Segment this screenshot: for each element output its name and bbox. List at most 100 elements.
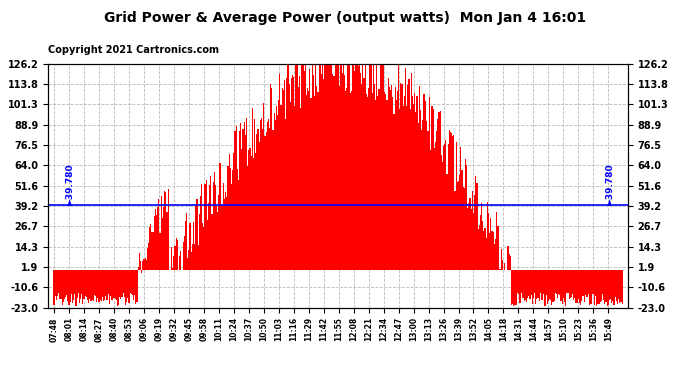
Bar bbox=[117, 270, 118, 306]
Bar bbox=[600, 270, 601, 302]
Bar bbox=[225, 192, 226, 270]
Bar bbox=[404, 96, 405, 270]
Bar bbox=[427, 131, 428, 270]
Bar bbox=[493, 244, 495, 270]
Bar bbox=[421, 129, 422, 270]
Bar bbox=[57, 270, 58, 296]
Bar bbox=[218, 195, 219, 270]
Bar bbox=[316, 87, 317, 270]
Text: ►39.780: ►39.780 bbox=[66, 163, 75, 205]
Bar bbox=[412, 96, 413, 270]
Bar bbox=[209, 185, 210, 270]
Bar bbox=[518, 270, 519, 294]
Bar bbox=[55, 270, 56, 296]
Bar bbox=[299, 76, 300, 270]
Bar bbox=[474, 195, 475, 270]
Bar bbox=[594, 270, 595, 305]
Bar bbox=[507, 246, 509, 270]
Bar bbox=[248, 150, 249, 270]
Bar bbox=[273, 113, 275, 270]
Bar bbox=[281, 105, 282, 270]
Bar bbox=[596, 270, 598, 306]
Bar bbox=[338, 64, 339, 270]
Bar bbox=[374, 84, 375, 270]
Bar bbox=[609, 270, 610, 300]
Bar bbox=[276, 105, 277, 270]
Bar bbox=[231, 184, 232, 270]
Bar bbox=[101, 270, 102, 301]
Bar bbox=[541, 270, 542, 300]
Bar bbox=[163, 207, 164, 270]
Bar bbox=[172, 268, 173, 270]
Bar bbox=[398, 63, 400, 270]
Bar bbox=[391, 85, 392, 270]
Bar bbox=[555, 270, 556, 293]
Bar bbox=[586, 270, 587, 297]
Bar bbox=[520, 270, 522, 303]
Bar bbox=[261, 118, 262, 270]
Bar bbox=[601, 270, 602, 301]
Bar bbox=[177, 240, 178, 270]
Bar bbox=[155, 209, 156, 270]
Bar bbox=[226, 198, 228, 270]
Bar bbox=[270, 84, 271, 270]
Bar bbox=[489, 232, 490, 270]
Bar bbox=[584, 270, 586, 295]
Bar bbox=[357, 66, 359, 270]
Bar bbox=[319, 64, 321, 270]
Bar bbox=[290, 102, 291, 270]
Bar bbox=[300, 108, 302, 270]
Bar bbox=[415, 112, 417, 270]
Bar bbox=[497, 226, 498, 270]
Bar bbox=[192, 244, 193, 270]
Bar bbox=[612, 270, 613, 301]
Bar bbox=[195, 206, 197, 270]
Bar bbox=[64, 270, 65, 299]
Bar bbox=[513, 270, 515, 306]
Bar bbox=[438, 112, 440, 270]
Bar bbox=[557, 270, 558, 298]
Text: ►39.780: ►39.780 bbox=[606, 163, 615, 205]
Bar bbox=[563, 270, 564, 298]
Bar bbox=[286, 78, 288, 270]
Bar bbox=[362, 64, 364, 270]
Bar bbox=[285, 119, 286, 270]
Bar bbox=[262, 129, 263, 270]
Bar bbox=[422, 120, 424, 270]
Bar bbox=[364, 64, 366, 270]
Bar bbox=[317, 92, 319, 270]
Bar bbox=[130, 270, 132, 294]
Bar bbox=[206, 180, 207, 270]
Bar bbox=[233, 153, 235, 270]
Bar bbox=[475, 176, 476, 270]
Bar bbox=[373, 64, 374, 270]
Bar bbox=[157, 207, 158, 270]
Bar bbox=[337, 64, 338, 270]
Bar bbox=[335, 57, 336, 270]
Bar bbox=[551, 270, 553, 305]
Bar bbox=[144, 258, 146, 270]
Bar bbox=[483, 231, 484, 270]
Bar bbox=[536, 270, 538, 299]
Bar bbox=[109, 270, 110, 303]
Bar bbox=[529, 270, 531, 299]
Bar bbox=[295, 57, 297, 270]
Bar bbox=[326, 64, 328, 270]
Bar bbox=[607, 270, 608, 306]
Bar bbox=[420, 110, 421, 270]
Bar bbox=[81, 270, 82, 294]
Bar bbox=[103, 270, 104, 301]
Text: Copyright 2021 Cartronics.com: Copyright 2021 Cartronics.com bbox=[48, 45, 219, 55]
Bar bbox=[68, 270, 70, 305]
Bar bbox=[223, 183, 224, 270]
Bar bbox=[179, 256, 180, 270]
Bar bbox=[542, 270, 543, 300]
Bar bbox=[605, 270, 607, 302]
Bar bbox=[323, 80, 324, 270]
Bar bbox=[467, 208, 469, 270]
Bar bbox=[546, 270, 548, 304]
Bar bbox=[345, 91, 346, 270]
Bar bbox=[279, 74, 281, 270]
Bar bbox=[384, 92, 385, 270]
Bar bbox=[253, 158, 254, 270]
